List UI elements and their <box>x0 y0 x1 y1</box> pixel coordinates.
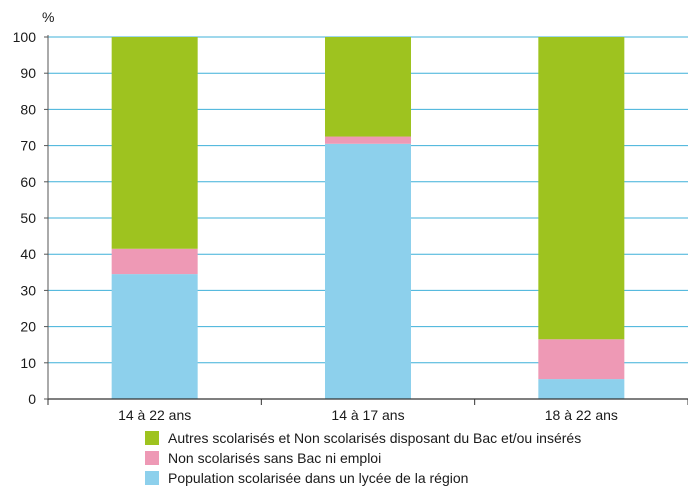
x-axis-categories: 14 à 22 ans 14 à 17 ans 18 à 22 ans <box>118 407 618 423</box>
y-tick-label: 10 <box>20 355 36 371</box>
y-tick-label: 60 <box>20 174 36 190</box>
y-tick-label: 20 <box>20 319 36 335</box>
legend: Autres scolarisés et Non scolarisés disp… <box>145 430 581 486</box>
bar-segment <box>538 379 625 399</box>
legend-label: Autres scolarisés et Non scolarisés disp… <box>168 430 581 446</box>
bar-segment <box>325 136 411 144</box>
y-tick-label: 0 <box>28 391 36 407</box>
y-axis-ticks: 0 10 20 30 40 50 60 70 80 90 100 <box>13 29 48 407</box>
bar-segment <box>111 37 198 249</box>
bar-segment <box>111 248 198 275</box>
bars <box>111 37 625 399</box>
legend-label: Population scolarisée dans un lycée de l… <box>168 470 468 486</box>
legend-swatch <box>145 451 159 465</box>
bar-segment <box>538 37 625 340</box>
y-tick-label: 100 <box>13 29 37 45</box>
x-axis <box>47 35 688 405</box>
legend-label: Non scolarisés sans Bac ni emploi <box>168 450 381 466</box>
y-tick-label: 50 <box>20 210 36 226</box>
y-tick-label: 30 <box>20 282 36 298</box>
bar-segment <box>538 339 625 380</box>
y-tick-label: 70 <box>20 138 36 154</box>
legend-swatch <box>145 431 159 445</box>
x-category-label: 14 à 17 ans <box>331 407 404 423</box>
bar-segment <box>111 274 198 399</box>
y-tick-label: 40 <box>20 246 36 262</box>
bar-segment <box>325 37 411 137</box>
y-tick-label: 80 <box>20 101 36 117</box>
legend-swatch <box>145 471 159 485</box>
y-axis-label: % <box>42 9 54 25</box>
x-category-label: 18 à 22 ans <box>545 407 618 423</box>
x-category-label: 14 à 22 ans <box>118 407 191 423</box>
y-tick-label: 90 <box>20 65 36 81</box>
bar-segment <box>325 143 411 399</box>
